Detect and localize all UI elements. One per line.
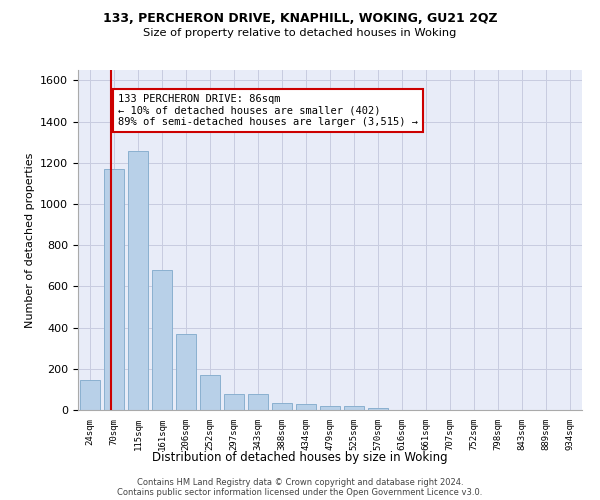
Bar (152, 270, 172, 410)
Text: Contains public sector information licensed under the Open Government Licence v3: Contains public sector information licen… (118, 488, 482, 497)
Bar (272, 403, 292, 410)
Bar (248, 394, 268, 410)
Y-axis label: Number of detached properties: Number of detached properties (25, 152, 35, 328)
Bar (176, 334, 196, 410)
Text: Size of property relative to detached houses in Woking: Size of property relative to detached ho… (143, 28, 457, 38)
Text: 133, PERCHERON DRIVE, KNAPHILL, WOKING, GU21 2QZ: 133, PERCHERON DRIVE, KNAPHILL, WOKING, … (103, 12, 497, 26)
Bar (200, 375, 220, 410)
Bar (344, 406, 364, 410)
Bar (104, 169, 124, 410)
Text: Distribution of detached houses by size in Woking: Distribution of detached houses by size … (152, 451, 448, 464)
Bar (128, 152, 148, 410)
Text: 133 PERCHERON DRIVE: 86sqm
← 10% of detached houses are smaller (402)
89% of sem: 133 PERCHERON DRIVE: 86sqm ← 10% of deta… (118, 94, 418, 127)
Bar (224, 394, 244, 410)
Text: Contains HM Land Registry data © Crown copyright and database right 2024.: Contains HM Land Registry data © Crown c… (137, 478, 463, 487)
Bar (80, 380, 100, 410)
Bar (296, 404, 316, 410)
Bar (320, 406, 340, 410)
Bar (368, 408, 388, 410)
